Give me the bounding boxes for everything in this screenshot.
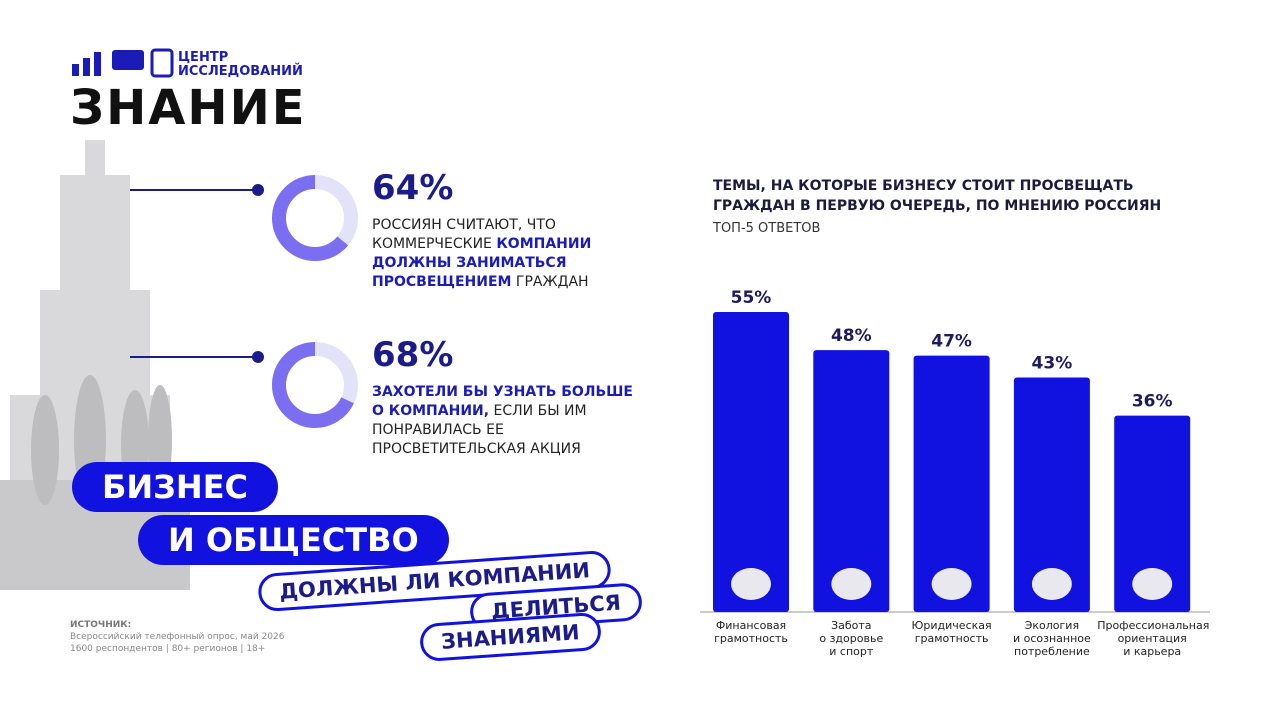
- bar-icon: [831, 568, 872, 600]
- stat-text: ЗАХОТЕЛИ БЫ УЗНАТЬ БОЛЬШЕ О КОМПАНИИ, ЕС…: [372, 383, 637, 459]
- stat-text-part: КОМПАНИИ ДОЛЖНЫ ЗАНИМАТЬСЯ ПРОСВЕЩЕНИЕМ: [372, 236, 592, 290]
- stat-value: 68%: [372, 335, 454, 375]
- bar-icon: [731, 568, 771, 600]
- logo-main: ЗНАНИЕ: [70, 80, 307, 136]
- category-label: Экология и осознанное потребление: [1012, 619, 1091, 658]
- banner-2: И ОБЩЕСТВО: [138, 515, 449, 565]
- bar-icon: [1132, 568, 1173, 600]
- building: [0, 140, 190, 590]
- value-label: 48%: [831, 326, 872, 346]
- stat-value: 64%: [372, 168, 454, 208]
- value-label: 55%: [731, 288, 772, 308]
- bar-icon: [931, 568, 972, 600]
- chart-title: ТЕМЫ, НА КОТОРЫЕ БИЗНЕСУ СТОИТ ПРОСВЕЩАТ…: [713, 178, 1162, 214]
- value-label: 47%: [931, 332, 972, 352]
- bar: [813, 350, 890, 612]
- category-label: Забота о здоровье и спорт: [819, 619, 884, 658]
- stat-text-part: ГРАЖДАН: [511, 274, 589, 290]
- bar-icon: [1031, 568, 1072, 600]
- bar: [1013, 377, 1090, 612]
- bar: [1114, 415, 1191, 612]
- banner-1: БИЗНЕС: [72, 462, 279, 512]
- donut-arc: [272, 175, 358, 261]
- stat-text-part: РОССИЯН СЧИТАЮТ, ЧТО КОММЕРЧЕСКИЕ: [372, 217, 556, 252]
- value-label: 36%: [1132, 392, 1173, 412]
- source-label: ИСТОЧНИК:: [70, 620, 132, 630]
- stat-text: РОССИЯН СЧИТАЮТ, ЧТО КОММЕРЧЕСКИЕ КОМПАН…: [372, 216, 637, 292]
- stat-text-part: ЗАХОТЕЛИ БЫ УЗНАТЬ БОЛЬШЕ О КОМПАНИИ,: [372, 384, 633, 419]
- logo-icons: [72, 48, 174, 78]
- logo-top: ЦЕНТР ИССЛЕДОВАНИЙ: [178, 50, 303, 79]
- source-line: Всероссийский телефонный опрос, май 2026: [70, 632, 285, 642]
- value-label: 43%: [1032, 353, 1073, 373]
- stat-text-part: ЕСЛИ БЫ ИМ ПОНРАВИЛАСЬ ЕЕ ПРОСВЕТИТЕЛЬСК…: [372, 403, 587, 457]
- category-label: Профессиональная ориентация и карьера: [1097, 619, 1210, 658]
- category-label: Юридическая грамотность: [911, 619, 992, 645]
- source-line: 1600 респондентов | 80+ регионов | 18+: [70, 644, 266, 654]
- donut-arc: [272, 342, 358, 428]
- bar: [913, 355, 990, 612]
- category-label: Финансовая грамотность: [714, 619, 788, 645]
- chart-subtitle: ТОП-5 ОТВЕТОВ: [713, 221, 821, 236]
- bar: [713, 312, 789, 612]
